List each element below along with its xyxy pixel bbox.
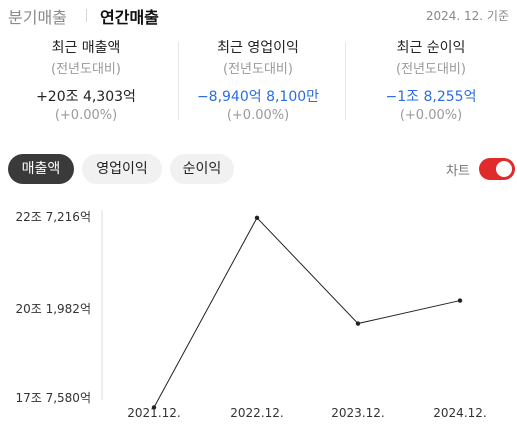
summary-change: (+0.00%) bbox=[399, 108, 463, 123]
data-points bbox=[151, 215, 463, 410]
summary-panel: 최근 매출액 (전년도대비) +20조 4,303억 (+0.00%) 최근 영… bbox=[0, 36, 517, 132]
summary-subtitle: (전년도대비) bbox=[396, 62, 466, 77]
summary-revenue: 최근 매출액 (전년도대비) +20조 4,303억 (+0.00%) bbox=[0, 36, 172, 132]
summary-divider bbox=[178, 42, 179, 120]
summary-net-income: 최근 순이익 (전년도대비) −1조 8,255억 (+0.00%) bbox=[345, 36, 517, 132]
y-tick-label: 17조 7,580억 bbox=[15, 391, 91, 405]
data-point[interactable] bbox=[355, 321, 361, 326]
summary-title: 최근 영업이익 bbox=[217, 40, 299, 56]
tab-annual-revenue[interactable]: 연간매출 bbox=[100, 8, 159, 27]
tab-quarterly-revenue[interactable]: 분기매출 bbox=[8, 8, 67, 27]
tab-divider bbox=[86, 9, 87, 22]
y-tick-label: 22조 7,216억 bbox=[15, 210, 91, 224]
data-point[interactable] bbox=[457, 298, 463, 303]
summary-subtitle: (전년도대비) bbox=[51, 62, 121, 77]
series-line bbox=[153, 216, 461, 408]
tab-operating-income[interactable]: 영업이익 bbox=[82, 154, 162, 184]
y-tick-label: 20조 1,982억 bbox=[15, 302, 91, 316]
header-bar: 분기매출 연간매출 2024. 12. 기준 bbox=[0, 0, 517, 30]
data-point[interactable] bbox=[254, 215, 260, 220]
summary-change: (+0.00%) bbox=[226, 108, 290, 123]
summary-title: 최근 순이익 bbox=[396, 40, 466, 56]
x-tick-label: 2023.12. bbox=[331, 406, 384, 420]
chart-toggle[interactable] bbox=[479, 158, 515, 180]
toggle-knob bbox=[496, 161, 512, 177]
summary-change: (+0.00%) bbox=[54, 108, 118, 123]
y-axis-ticks: 22조 7,216억 20조 1,982억 17조 7,580억 bbox=[15, 210, 91, 405]
x-tick-label: 2021.12. bbox=[127, 406, 180, 420]
summary-value: −8,940억 8,100만 bbox=[196, 89, 320, 105]
summary-divider bbox=[345, 42, 346, 120]
tab-net-income[interactable]: 순이익 bbox=[170, 154, 234, 184]
tab-revenue[interactable]: 매출액 bbox=[8, 154, 74, 184]
summary-operating-income: 최근 영업이익 (전년도대비) −8,940억 8,100만 (+0.00%) bbox=[172, 36, 344, 132]
summary-subtitle: (전년도대비) bbox=[223, 62, 293, 77]
x-tick-label: 2024.12. bbox=[433, 406, 486, 420]
summary-value: −1조 8,255억 bbox=[385, 89, 477, 105]
summary-value: +20조 4,303억 bbox=[36, 89, 136, 105]
summary-title: 최근 매출액 bbox=[51, 40, 121, 56]
x-tick-label: 2022.12. bbox=[230, 406, 283, 420]
as-of-date: 2024. 12. 기준 bbox=[425, 9, 509, 23]
x-axis-ticks: 2021.12. 2022.12. 2023.12. 2024.12. bbox=[127, 406, 486, 420]
chart-toggle-label: 차트 bbox=[446, 164, 470, 179]
data-point[interactable] bbox=[151, 405, 157, 410]
